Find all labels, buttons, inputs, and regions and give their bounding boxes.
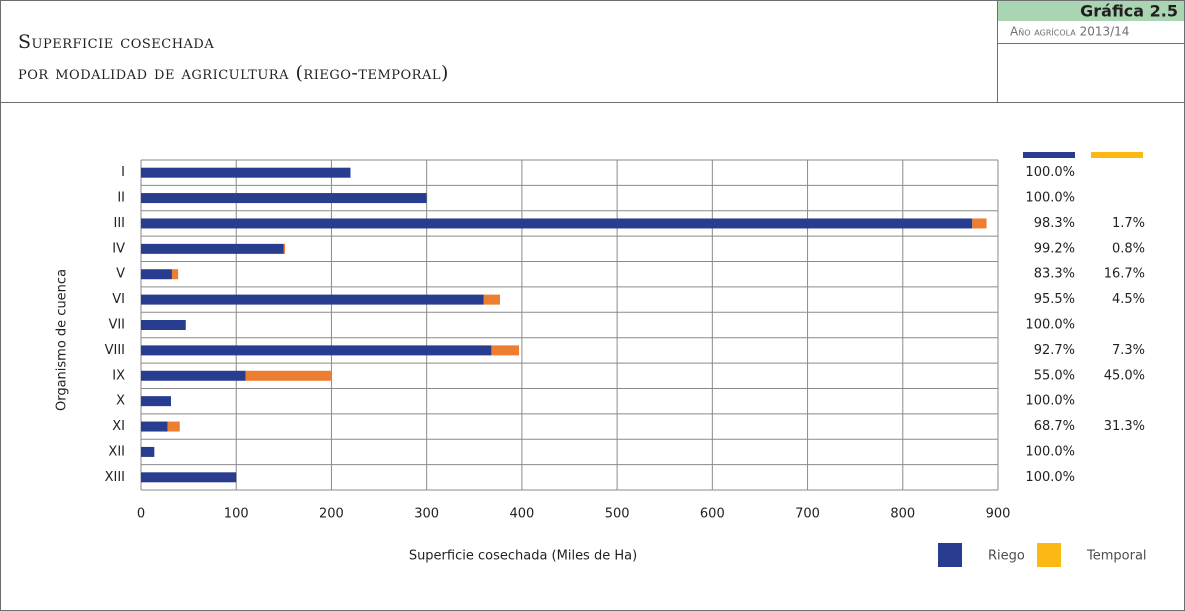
legend-label: Riego [988, 549, 1025, 564]
x-tick-label: 700 [795, 507, 820, 522]
bar-segment [141, 472, 237, 483]
share-label: 45.0% [1104, 368, 1145, 383]
bar-segment [141, 421, 168, 432]
bar-segment [245, 370, 332, 381]
x-tick-label: 400 [509, 507, 534, 522]
y-tick-label: XIII [105, 470, 125, 485]
x-axis-label: Superficie cosechada (Miles de Ha) [409, 549, 637, 564]
share-label: 98.3% [1034, 216, 1075, 231]
bar-segment [483, 294, 500, 305]
bar-segment [141, 167, 351, 178]
x-tick-label: 500 [605, 507, 630, 522]
share-label: 1.7% [1112, 216, 1145, 231]
bar-segment [491, 345, 520, 356]
bar-segment [141, 193, 427, 204]
y-tick-label: VII [108, 318, 125, 333]
legend-label: Temporal [1086, 549, 1147, 564]
legend-swatch [938, 543, 962, 567]
x-tick-label: 800 [890, 507, 915, 522]
share-label: 100.0% [1025, 394, 1075, 409]
y-tick-label: II [117, 191, 125, 206]
share-label: 100.0% [1025, 191, 1075, 206]
share-column-key [1091, 152, 1143, 158]
bar-segment [167, 421, 180, 432]
y-tick-label: X [116, 394, 125, 409]
period: Año agrícola 2013/14 [1010, 25, 1129, 39]
x-tick-label: 300 [414, 507, 439, 522]
bar-segment [283, 243, 285, 254]
share-label: 4.5% [1112, 292, 1145, 307]
bar-segment [141, 218, 973, 229]
y-tick-label: IX [112, 368, 125, 383]
y-tick-label: III [113, 216, 125, 231]
share-column-key [1023, 152, 1075, 158]
y-axis-label: Organismo de cuenca [55, 269, 70, 411]
chart-number: Gráfica 2.5 [1080, 2, 1178, 21]
legend-swatch [1037, 543, 1061, 567]
share-label: 16.7% [1104, 267, 1145, 282]
bar-segment [972, 218, 987, 229]
x-tick-label: 600 [700, 507, 725, 522]
share-label: 95.5% [1034, 292, 1075, 307]
share-label: 7.3% [1112, 343, 1145, 358]
bar-segment [141, 370, 246, 381]
share-label: 55.0% [1034, 368, 1075, 383]
bar-segment [171, 269, 179, 280]
share-label: 100.0% [1025, 444, 1075, 459]
bar-segment [141, 396, 171, 407]
x-tick-label: 900 [986, 507, 1011, 522]
title: por modalidad de agricultura (riego-temp… [18, 62, 449, 84]
share-label: 100.0% [1025, 318, 1075, 333]
x-tick-label: 200 [319, 507, 344, 522]
share-label: 0.8% [1112, 241, 1145, 256]
bar-segment [141, 243, 284, 254]
bar-segment [141, 446, 155, 457]
share-label: 83.3% [1034, 267, 1075, 282]
share-label: 31.3% [1104, 419, 1145, 434]
bar-segment [141, 345, 492, 356]
y-tick-label: I [121, 165, 125, 180]
share-label: 99.2% [1034, 241, 1075, 256]
bar-segment [141, 269, 172, 280]
share-label: 68.7% [1034, 419, 1075, 434]
share-label: 100.0% [1025, 470, 1075, 485]
chart-number-bg [998, 1, 1184, 21]
bar-segment [141, 320, 186, 330]
y-tick-label: XII [108, 444, 125, 459]
y-tick-label: V [116, 267, 125, 282]
title: Superficie cosechada [18, 31, 214, 53]
y-tick-label: VI [112, 292, 125, 307]
y-tick-label: XI [112, 419, 125, 434]
share-label: 100.0% [1025, 165, 1075, 180]
y-tick-label: VIII [105, 343, 125, 358]
y-tick-label: IV [112, 241, 125, 256]
x-tick-label: 100 [224, 507, 249, 522]
share-label: 92.7% [1034, 343, 1075, 358]
bar-segment [141, 294, 484, 305]
x-tick-label: 0 [137, 507, 145, 522]
